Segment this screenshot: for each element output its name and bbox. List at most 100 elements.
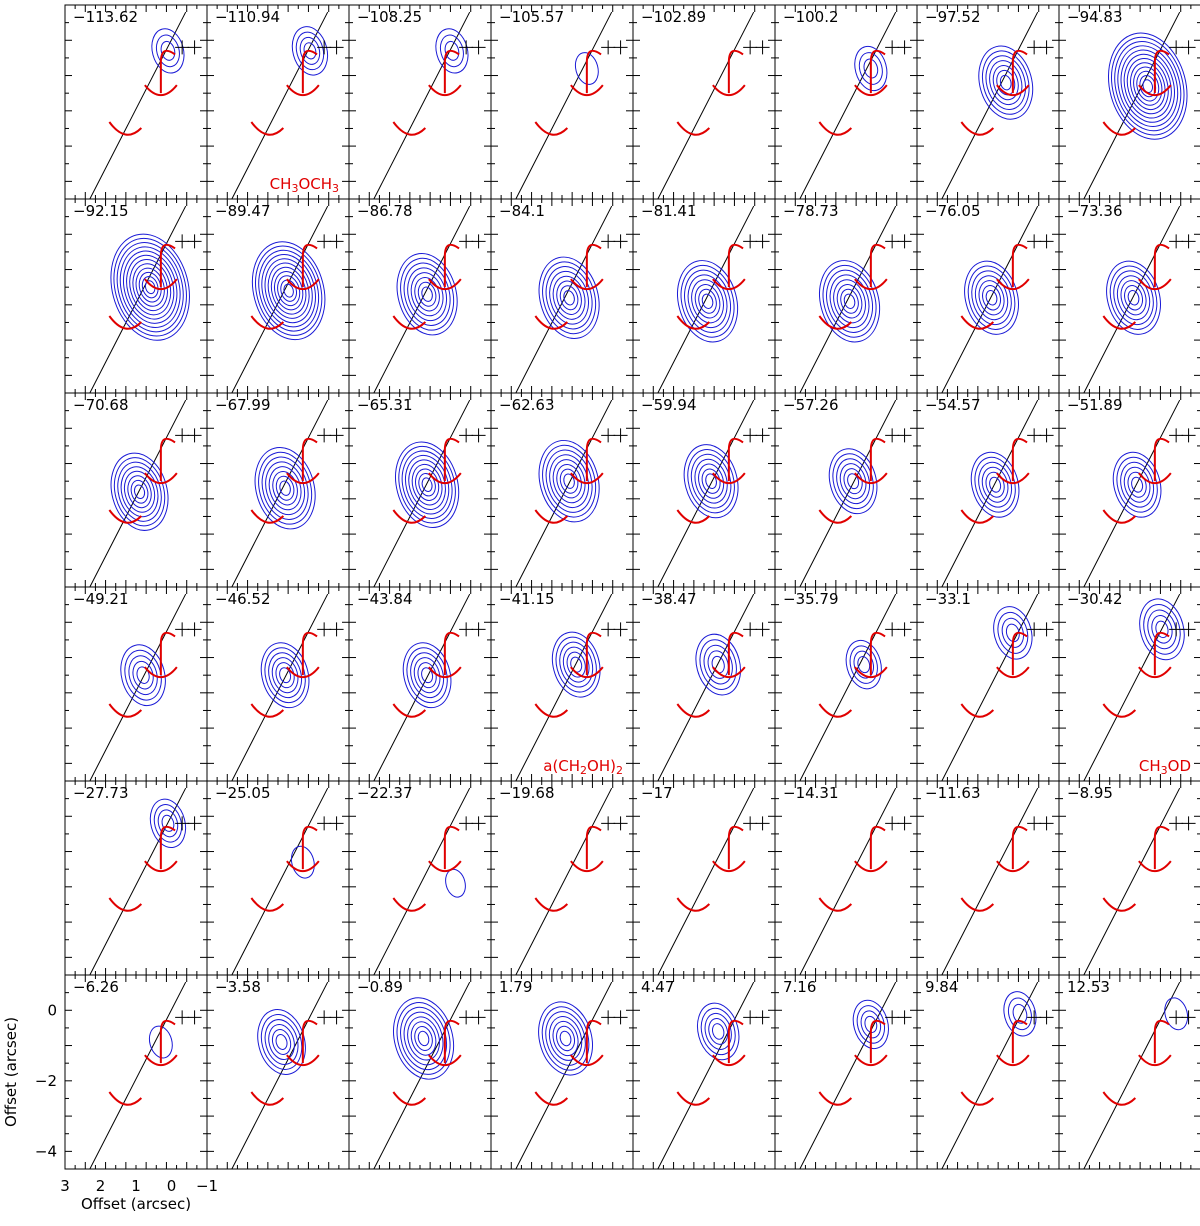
- axis-line: [1083, 981, 1181, 1169]
- channel-panel: 12.53: [1058, 974, 1200, 1170]
- overlay-hook: [443, 825, 460, 870]
- channel-panel: −0.89: [348, 974, 492, 1170]
- contour: [417, 662, 437, 689]
- contour: [1107, 32, 1188, 140]
- overlay-arc: [1102, 121, 1137, 136]
- panel-content: [799, 205, 912, 393]
- cross-marker: [1039, 1010, 1054, 1025]
- velocity-label: −6.26: [73, 978, 119, 996]
- contour: [852, 999, 889, 1050]
- axis-line: [657, 593, 755, 781]
- overlay-arc: [250, 121, 285, 136]
- contour: [275, 662, 295, 689]
- panel-border: [1058, 974, 1200, 1170]
- contour: [132, 660, 154, 690]
- axis-line: [941, 205, 1039, 393]
- panel-border: [774, 198, 918, 394]
- overlay-arc: [392, 1091, 427, 1106]
- overlay-arc: [534, 315, 569, 330]
- overlay-hook: [727, 825, 744, 870]
- overlay-arc: [392, 121, 427, 136]
- channel-panel: −27.73: [64, 780, 208, 976]
- contour: [410, 272, 444, 317]
- cross-marker: [613, 234, 628, 249]
- overlay-arc: [570, 278, 604, 291]
- contour: [410, 652, 445, 699]
- overlay-arc: [996, 860, 1030, 873]
- overlay-arc: [1138, 84, 1172, 97]
- cross-marker: [1181, 816, 1196, 831]
- cross-marker: [175, 622, 190, 637]
- contour: [120, 466, 159, 518]
- overlay-hook: [1153, 437, 1170, 482]
- contour: [563, 473, 575, 489]
- contour: [255, 245, 323, 336]
- channel-panel: −89.47: [206, 198, 350, 394]
- overlay-arc: [676, 315, 711, 330]
- cross-marker: [187, 622, 202, 637]
- panel-border: [348, 974, 492, 1170]
- velocity-label: −22.37: [357, 784, 413, 802]
- cross-marker: [743, 816, 758, 831]
- contour: [410, 1021, 437, 1056]
- contour: [144, 280, 156, 295]
- overlay-arc: [534, 121, 569, 136]
- panel-border: [774, 974, 918, 1170]
- overlay-arc: [286, 860, 320, 873]
- contour: [863, 58, 879, 79]
- cross-marker: [1181, 1010, 1196, 1025]
- overlay-arc: [428, 1054, 462, 1067]
- panel-ticks: [917, 975, 1059, 1169]
- axis-line: [231, 593, 329, 781]
- overlay-arc: [818, 509, 853, 524]
- overlay-hook: [869, 631, 886, 676]
- cross-marker: [459, 622, 474, 637]
- x-tick-label: 1: [131, 1177, 141, 1195]
- contour: [113, 457, 166, 527]
- panel-border: [206, 4, 350, 200]
- panel-border: [64, 4, 208, 200]
- contour: [833, 279, 866, 324]
- overlay-arc: [712, 472, 746, 485]
- cross-marker: [187, 816, 202, 831]
- velocity-label: −78.73: [783, 202, 839, 220]
- panel-border: [490, 974, 634, 1170]
- contour: [853, 650, 874, 679]
- panel-ticks: [1059, 393, 1200, 587]
- contour: [110, 452, 169, 531]
- axis-line: [1083, 787, 1181, 975]
- panel-border: [632, 198, 776, 394]
- contour: [128, 655, 158, 696]
- axis-line: [657, 11, 755, 199]
- contour: [552, 1020, 579, 1057]
- overlay-arc: [392, 897, 427, 912]
- overlay-arc: [960, 315, 995, 330]
- contour: [978, 280, 1005, 316]
- overlay-arc: [854, 84, 888, 97]
- species-label: CH3OD: [1139, 757, 1191, 777]
- contour: [393, 997, 455, 1080]
- panel-content: [657, 593, 770, 781]
- overlay-hook: [585, 437, 602, 482]
- contour: [403, 262, 451, 326]
- contour: [857, 656, 871, 674]
- panel-content: [657, 205, 770, 393]
- overlay-arc: [996, 278, 1030, 291]
- overlay-arc: [286, 666, 320, 679]
- axis-line: [373, 399, 471, 587]
- panel-content: [941, 11, 1054, 199]
- cross-marker: [755, 622, 770, 637]
- panel-content: [657, 981, 770, 1169]
- panel-content: [799, 981, 912, 1169]
- contour: [971, 270, 1012, 326]
- contour: [1124, 285, 1144, 311]
- contour: [985, 471, 1005, 498]
- velocity-label: −43.84: [357, 590, 413, 608]
- x-tick-label: 0: [167, 1177, 177, 1195]
- overlay-arc: [960, 703, 995, 718]
- cross-marker: [1169, 40, 1184, 55]
- cross-marker: [1169, 234, 1184, 249]
- velocity-label: −86.78: [357, 202, 413, 220]
- overlay-arc: [960, 897, 995, 912]
- overlay-arc: [818, 703, 853, 718]
